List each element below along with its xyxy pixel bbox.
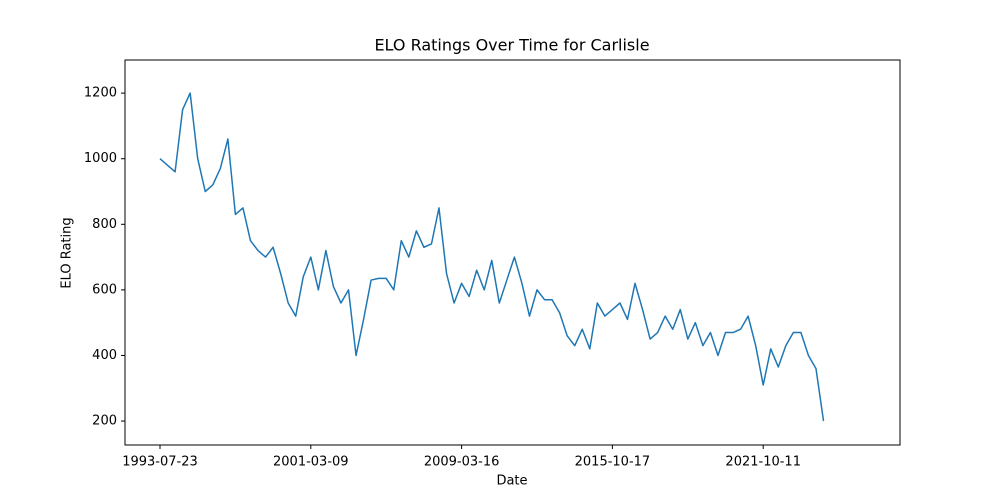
chart-title: ELO Ratings Over Time for Carlisle [374,36,649,55]
x-tick-label: 2015-10-17 [575,455,651,470]
y-axis-label: ELO Rating [60,217,75,288]
y-tick-label: 1200 [84,86,117,101]
plot-frame [124,59,901,446]
y-tick-label: 600 [92,282,117,297]
x-tick-label: 2009-03-16 [424,455,500,470]
data-line [159,92,825,422]
x-axis-label: Date [496,474,527,489]
y-tick-label: 800 [92,217,117,232]
x-tick-label: 2001-03-09 [273,455,349,470]
y-tick-label: 1000 [84,151,117,166]
y-tick-label: 200 [92,414,117,429]
x-tick-label: 1993-07-23 [122,455,198,470]
y-tick-label: 400 [92,348,117,363]
x-tick-label: 2021-10-11 [725,455,801,470]
